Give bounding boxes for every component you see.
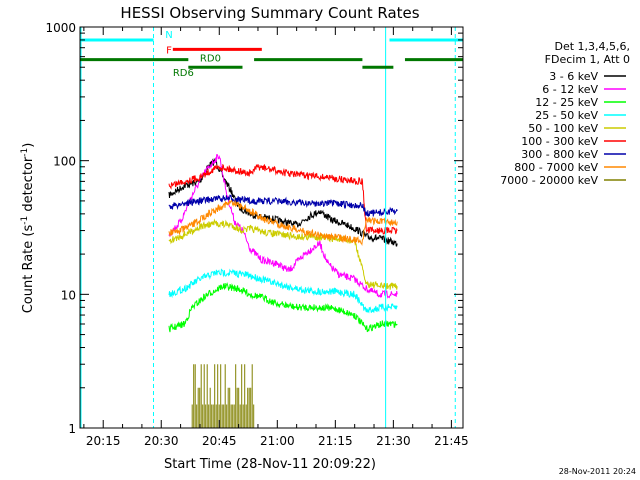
x-tick-label: 20:30 <box>144 434 179 448</box>
x-tick-label: 20:15 <box>86 434 121 448</box>
legend-label-0: 3 - 6 keV <box>549 70 598 83</box>
legend-label-1: 6 - 12 keV <box>542 83 598 96</box>
y-axis-label-main: Count Rate (s <box>21 225 36 314</box>
legend-header-1: FDecim 1, Att 0 <box>545 53 630 66</box>
series-line-4 <box>168 218 398 291</box>
series-line-3 <box>168 268 398 314</box>
legend-header-0: Det 1,3,4,5,6, <box>554 40 630 53</box>
legend-label-7: 800 - 7000 keV <box>514 161 598 174</box>
y-axis-label-mid: detector <box>21 156 36 216</box>
x-axis-label: Start Time (28-Nov-11 20:09:22) <box>164 457 376 472</box>
y-tick-label: 10 <box>61 288 76 302</box>
x-tick-label: 21:15 <box>318 434 353 448</box>
y-axis-label-sup1: -1 <box>20 216 30 225</box>
legend-label-5: 100 - 300 keV <box>521 135 598 148</box>
legend-label-6: 300 - 800 keV <box>521 148 598 161</box>
series-line-7 <box>168 199 398 247</box>
series-line-2 <box>168 282 398 333</box>
legend: Det 1,3,4,5,6,FDecim 1, Att 0 3 - 6 keV6 … <box>500 40 630 187</box>
overlay-label-f: F <box>166 45 172 56</box>
chart-title: HESSI Observing Summary Count Rates <box>120 4 419 22</box>
x-tick-label: 21:45 <box>434 434 469 448</box>
overlay-label-rd6: RD6 <box>173 68 194 79</box>
y-tick-label: 1 <box>68 422 76 436</box>
plot-frame <box>79 26 464 429</box>
y-axis-label: Count Rate (s-1 detector-1) <box>20 143 36 314</box>
x-tick-label: 21:00 <box>260 434 295 448</box>
timestamp: 28-Nov-2011 20:24 <box>559 467 636 476</box>
x-tick-label: 20:45 <box>202 434 237 448</box>
legend-label-3: 25 - 50 keV <box>535 109 598 122</box>
overlay-label-rd0: RD0 <box>200 54 221 65</box>
plot-area: NF RD0 RD6 1 10 100 1000 20:15 20:30 20:45 21:00 21… <box>45 21 468 448</box>
legend-label-8: 7000 - 20000 keV <box>500 174 598 187</box>
legend-label-4: 50 - 100 keV <box>528 122 598 135</box>
series-bars-7000-20000-kev <box>191 364 255 428</box>
legend-label-2: 12 - 25 keV <box>535 96 598 109</box>
series-line-1 <box>168 154 398 299</box>
x-tick-label: 21:30 <box>376 434 411 448</box>
y-axis-label-sup2: -1 <box>20 148 30 157</box>
y-tick-label: 1000 <box>45 21 76 35</box>
y-tick-label: 100 <box>53 155 76 169</box>
series-line-5 <box>168 163 398 235</box>
series-line-6 <box>168 194 398 217</box>
overlay-label-n: N <box>165 30 172 41</box>
y-axis-label-end: ) <box>21 143 36 148</box>
